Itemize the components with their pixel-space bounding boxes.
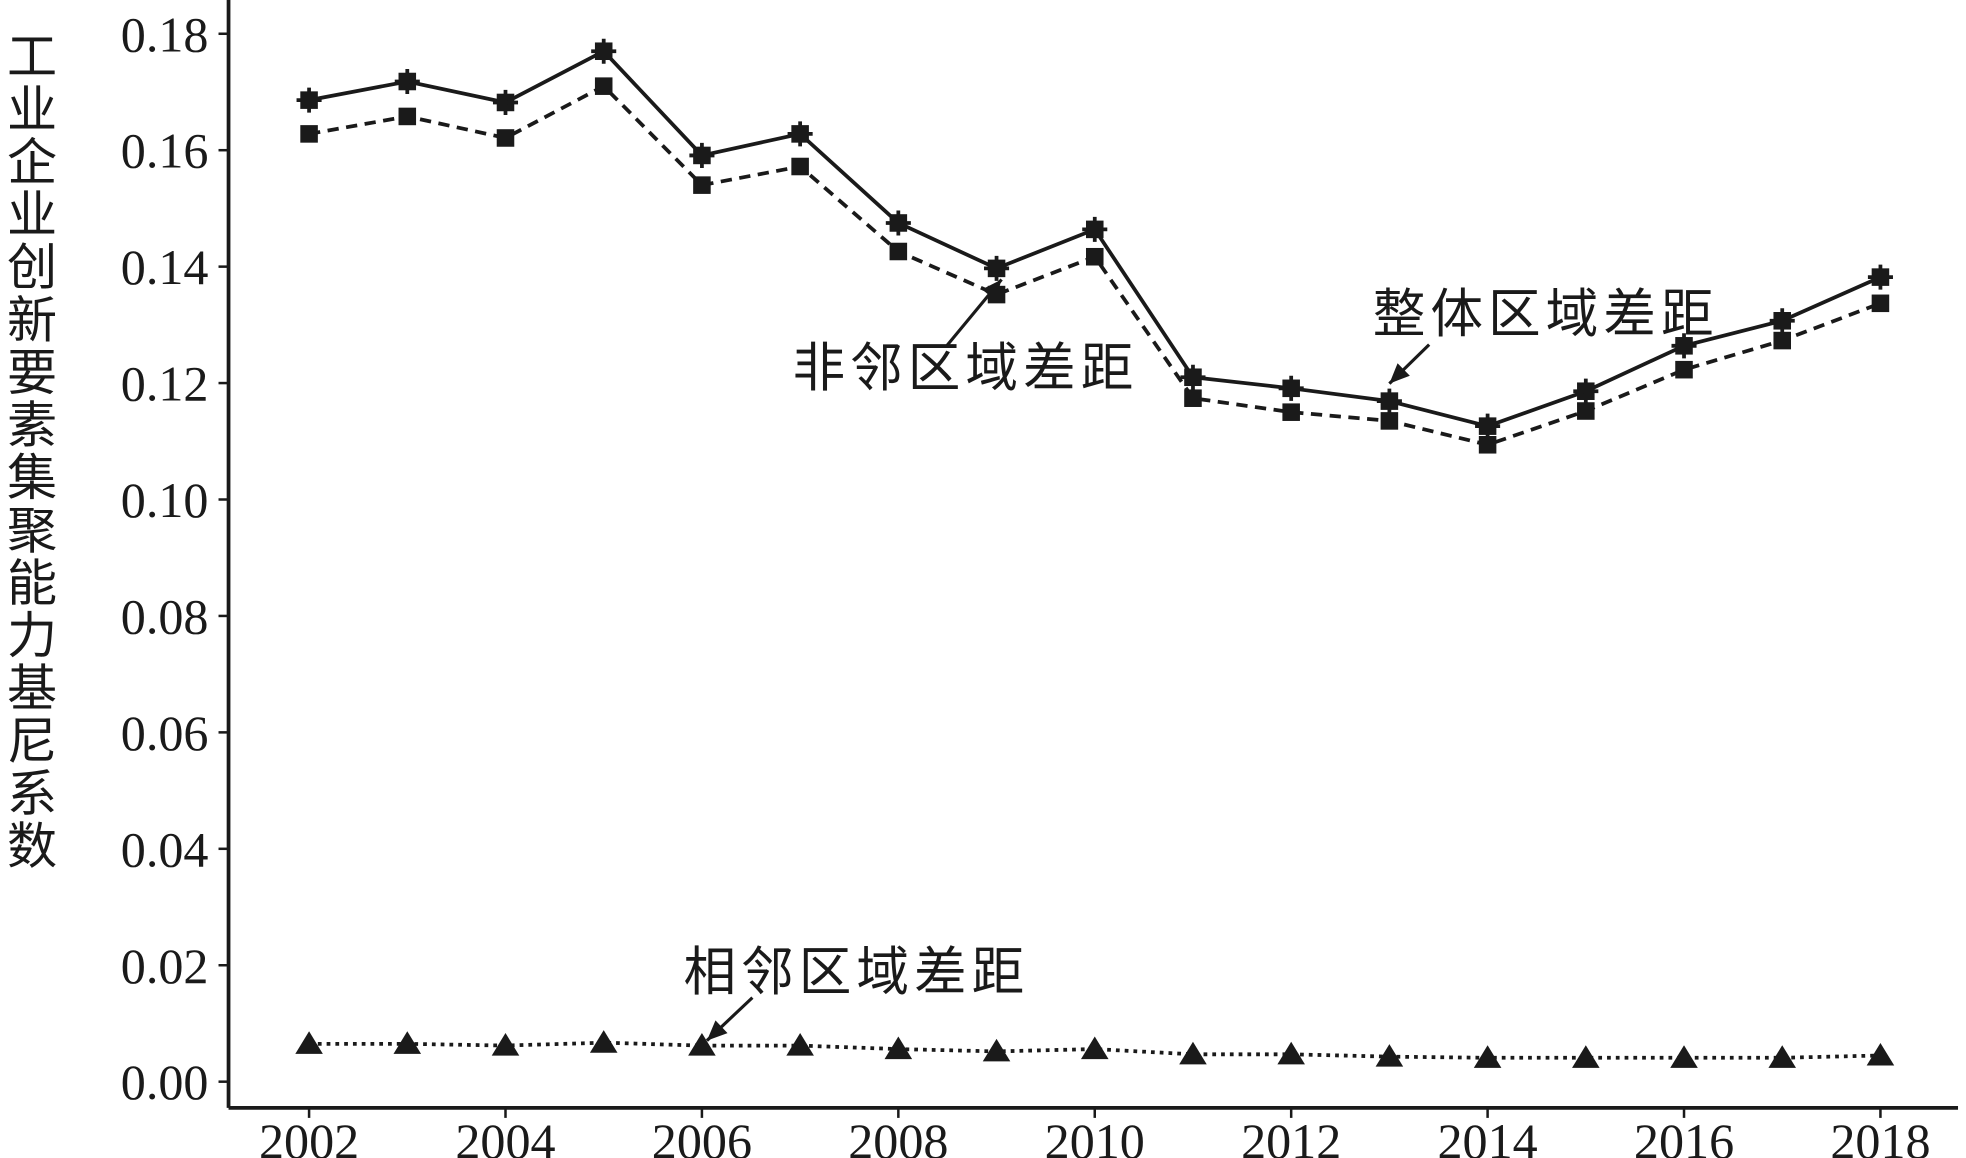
y-tick-label: 0.08 <box>121 588 209 644</box>
series-label: 整体区域差距 <box>1373 286 1719 344</box>
marker-cross <box>1475 413 1501 439</box>
marker <box>1179 1041 1207 1065</box>
marker <box>1769 308 1795 334</box>
marker-cross <box>984 255 1010 281</box>
marker <box>1184 389 1202 407</box>
marker <box>1773 331 1792 350</box>
marker <box>1572 1045 1600 1068</box>
marker <box>787 121 813 147</box>
marker <box>688 1033 716 1056</box>
annotation-arrowhead <box>982 279 1002 301</box>
marker <box>1671 333 1697 359</box>
marker-cross <box>1376 388 1402 414</box>
y-tick-label: 0.12 <box>121 356 209 412</box>
marker <box>689 142 715 168</box>
x-tick-label: 2006 <box>652 1113 752 1158</box>
marker-cross <box>296 87 322 113</box>
x-tick-label: 2018 <box>1830 1113 1930 1158</box>
marker <box>1376 388 1402 414</box>
marker <box>1180 364 1206 390</box>
marker <box>300 125 318 143</box>
series-label: 相邻区域差距 <box>683 944 1029 1002</box>
marker <box>1380 412 1399 430</box>
marker <box>1670 1045 1698 1068</box>
marker <box>1573 378 1599 404</box>
x-tick-label: 2004 <box>455 1113 555 1158</box>
marker <box>1866 1042 1895 1066</box>
marker <box>589 1030 618 1053</box>
marker <box>491 1033 520 1056</box>
x-tick-label: 2002 <box>259 1113 359 1158</box>
marker-cross <box>689 142 715 168</box>
marker <box>889 242 908 261</box>
marker-cross <box>1867 264 1893 290</box>
y-tick-label: 0.10 <box>121 472 209 528</box>
marker-cross <box>1082 216 1108 242</box>
y-tick-label: 0.16 <box>121 123 209 179</box>
annotation-arrowhead <box>706 1020 728 1041</box>
marker <box>1871 294 1890 313</box>
marker <box>1375 1044 1404 1067</box>
marker <box>1475 413 1501 439</box>
marker <box>398 107 417 126</box>
marker-cross <box>885 210 911 236</box>
marker-cross <box>787 121 813 147</box>
x-tick-label: 2008 <box>848 1113 948 1158</box>
y-tick-label: 0.18 <box>121 6 209 62</box>
marker <box>1867 264 1893 290</box>
marker <box>393 1031 422 1054</box>
marker <box>492 89 519 115</box>
marker <box>1082 216 1108 242</box>
y-tick-label: 0.14 <box>121 239 209 295</box>
marker <box>394 68 420 95</box>
marker-cross <box>492 89 519 115</box>
annotation-arrowhead <box>1389 363 1410 384</box>
y-axis-label: 工业企业创新要素集聚能力基尼系数 <box>0 30 56 872</box>
y-tick-label: 0.00 <box>121 1054 209 1110</box>
x-tick-label: 2010 <box>1045 1113 1145 1158</box>
x-tick-label: 2014 <box>1437 1113 1537 1158</box>
marker <box>982 1038 1011 1062</box>
marker <box>1675 360 1693 379</box>
marker <box>1473 1045 1502 1068</box>
x-tick-label: 2016 <box>1634 1113 1734 1158</box>
marker-cross <box>1278 375 1304 401</box>
marker <box>1277 1041 1305 1065</box>
marker <box>1278 375 1304 401</box>
marker-cross <box>1180 364 1206 390</box>
marker <box>1085 247 1104 266</box>
marker <box>295 1031 323 1054</box>
marker <box>791 157 809 176</box>
y-tick-label: 0.04 <box>121 821 209 877</box>
marker <box>1282 403 1300 421</box>
marker <box>984 255 1010 281</box>
marker <box>693 176 711 194</box>
y-tick-label: 0.06 <box>121 705 209 761</box>
marker <box>591 38 617 64</box>
marker <box>1577 402 1595 420</box>
x-tick-label: 2012 <box>1241 1113 1341 1158</box>
marker <box>1080 1036 1109 1060</box>
marker <box>884 1036 913 1060</box>
marker-cross <box>394 68 420 95</box>
marker <box>1478 436 1497 454</box>
series-line <box>309 1040 1881 1060</box>
marker <box>296 87 322 113</box>
marker <box>496 129 515 147</box>
marker-cross <box>1671 333 1697 359</box>
y-tick-label: 0.02 <box>121 938 209 994</box>
marker <box>594 77 613 95</box>
marker-cross <box>591 38 617 64</box>
marker-cross <box>1769 308 1795 334</box>
marker <box>786 1033 814 1056</box>
marker <box>1768 1045 1797 1068</box>
marker-cross <box>1573 378 1599 404</box>
series-label: 非邻区域差距 <box>793 340 1139 398</box>
marker <box>885 210 911 236</box>
